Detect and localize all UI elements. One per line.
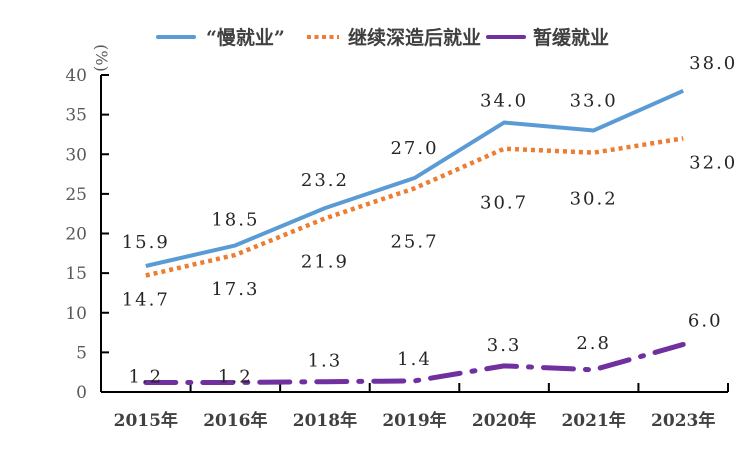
y-tick-label: 5 xyxy=(76,343,87,363)
data-label: 33.0 xyxy=(570,90,618,111)
x-tick-label: 2018年 xyxy=(293,410,357,431)
y-tick-label: 30 xyxy=(65,145,87,165)
data-label: 1.2 xyxy=(128,366,163,387)
series-line-2 xyxy=(145,136,684,278)
data-label: 32.0 xyxy=(689,152,737,173)
data-label: 34.0 xyxy=(480,91,528,112)
data-label: 15.9 xyxy=(122,232,170,253)
data-label: 18.5 xyxy=(211,209,259,230)
y-tick-label: 25 xyxy=(65,185,87,205)
data-label: 30.7 xyxy=(480,193,528,214)
data-label: 1.3 xyxy=(308,351,343,372)
data-label: 27.0 xyxy=(390,138,438,159)
legend-label-2: 继续深造后就业 xyxy=(348,26,481,49)
x-tick-label: 2021年 xyxy=(561,410,625,431)
series-line-1 xyxy=(145,89,685,268)
x-tick-label: 2015年 xyxy=(114,410,178,431)
y-tick-label: 40 xyxy=(65,66,87,86)
axes xyxy=(100,75,728,393)
y-axis-ticks: 0 5 10 15 20 25 30 35 40 xyxy=(65,66,109,403)
data-label: 21.9 xyxy=(301,251,349,272)
data-label: 2.8 xyxy=(576,333,611,354)
data-label: 25.7 xyxy=(390,231,438,252)
data-labels: 15.9 18.5 23.2 27.0 34.0 33.0 38.0 14.7 17.3 21.9… xyxy=(122,53,737,388)
y-tick-label: 10 xyxy=(65,304,87,324)
data-label: 17.3 xyxy=(211,279,259,300)
data-label: 3.3 xyxy=(487,335,522,356)
y-tick-label: 15 xyxy=(65,264,87,284)
data-label: 30.2 xyxy=(570,189,618,210)
y-axis-unit-label: (%) xyxy=(92,44,111,72)
data-label: 1.2 xyxy=(218,366,253,387)
legend: “慢就业” 继续深造后就业 暂缓就业 xyxy=(156,26,609,49)
data-label: 14.7 xyxy=(122,290,170,311)
x-tick-label: 2023年 xyxy=(651,410,715,431)
data-label: 1.4 xyxy=(397,349,432,370)
x-tick-label: 2016年 xyxy=(203,410,267,431)
data-label: 38.0 xyxy=(689,53,737,74)
data-label: 6.0 xyxy=(688,310,723,331)
legend-label-3: 暂缓就业 xyxy=(533,26,609,49)
x-axis-ticks: 2015年 2016年 2018年 2019年 2020年 2021年 2023年 xyxy=(114,383,729,431)
x-tick-label: 2019年 xyxy=(382,410,446,431)
series-line-3 xyxy=(143,341,686,385)
y-tick-label: 20 xyxy=(65,225,87,245)
x-tick-label: 2020年 xyxy=(472,410,536,431)
y-tick-label: 35 xyxy=(65,106,87,126)
legend-label-1: “慢就业” xyxy=(206,26,285,49)
series-group xyxy=(143,89,686,385)
data-label: 23.2 xyxy=(301,170,349,191)
y-tick-label: 0 xyxy=(76,383,87,403)
